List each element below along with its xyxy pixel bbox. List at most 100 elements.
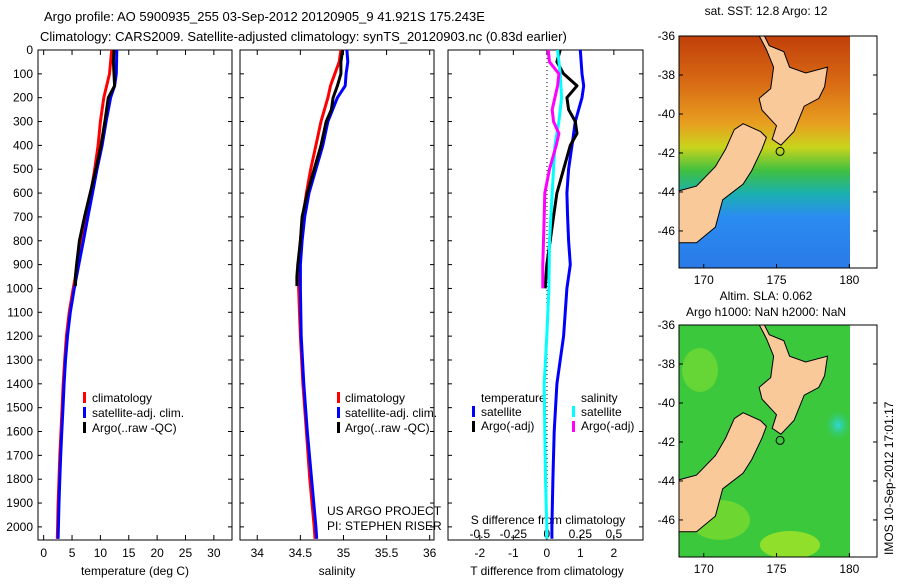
x-tick-label: 15: [122, 546, 136, 560]
x-tick-label: 25: [179, 546, 193, 560]
south-island: [679, 123, 767, 244]
depth-tick-label: 1900: [6, 496, 33, 510]
sst-map-frame: [678, 35, 878, 269]
x-tick-label: 10: [94, 546, 108, 560]
new-zealand-land: [679, 36, 829, 244]
salinity-xlabel: salinity: [319, 564, 356, 578]
series-line-argo-raw-qc: [295, 49, 345, 287]
series-line-s-satellite: [542, 49, 564, 539]
lat-tick-label: -44: [658, 185, 676, 199]
difference-panel: T difference from climatology S differen…: [447, 49, 644, 578]
legend-label-satellite: satellite-adj. clim.: [92, 406, 184, 420]
s-tick-label: 0.25: [569, 527, 593, 541]
north-island: [758, 36, 829, 146]
lat-tick-label: -40: [658, 107, 676, 121]
depth-tick-label: 1800: [6, 472, 33, 486]
depth-tick-label: 1100: [7, 305, 33, 319]
x-tick-label: 1: [577, 546, 584, 560]
lon-tick-label: 170: [694, 273, 714, 287]
sst-map-title: sat. SST: 12.8 Argo: 12: [705, 4, 828, 18]
lon-tick-label: 180: [839, 562, 859, 576]
series-line-climatology: [297, 49, 343, 539]
x-tick-label: 35: [337, 546, 351, 560]
lon-tick-label: 175: [767, 562, 787, 576]
series-line-satellite-adj-clim: [56, 49, 119, 539]
sla-patch: [824, 409, 850, 441]
salinity-axes-frame: [239, 49, 435, 541]
lat-tick-label: -36: [658, 318, 676, 332]
legend-label-climatology: climatology: [345, 391, 405, 405]
project-label: US ARGO PROJECT: [327, 504, 442, 518]
legend-label-climatology: climatology: [92, 391, 152, 405]
pi-label: PI: STEPHEN RISER: [327, 519, 442, 533]
legend-swatch-s-argo: [572, 421, 575, 432]
lat-tick-label: -38: [658, 68, 676, 82]
depth-tick-label: 1700: [6, 448, 33, 462]
x-tick-label: 34: [251, 546, 265, 560]
float-location-marker: [775, 146, 785, 156]
depth-tick-label: 700: [13, 210, 33, 224]
legend-label-s-argo: Argo(-adj): [581, 419, 634, 433]
sla-map-title: Altim. SLA: 0.062: [720, 289, 813, 303]
lat-tick-label: -46: [658, 513, 676, 527]
depth-tick-label: 1400: [6, 377, 33, 391]
lat-tick-label: -38: [658, 357, 676, 371]
x-tick-label: -2: [474, 546, 485, 560]
series-line-satellite-adj-clim: [298, 49, 350, 539]
depth-tick-label: 2000: [6, 520, 33, 534]
legend-label-t-satellite: satellite: [481, 405, 522, 419]
title-line-1: Argo profile: AO 5900935_255 03-Sep-2012…: [44, 9, 485, 24]
legend-swatch-argo: [337, 422, 340, 433]
depth-tick-label: 300: [13, 115, 33, 129]
legend-swatch-s-satellite: [572, 406, 575, 417]
sst-map: sat. SST: 12.8 Argo: 12 -36 -38 -40 -42 -44 -…: [658, 4, 878, 287]
south-island: [679, 412, 767, 533]
x-tick-label: 34.5: [289, 546, 313, 560]
x-tick-label: 2: [611, 546, 618, 560]
depth-tick-label: 500: [13, 162, 33, 176]
depth-tick-label: 1300: [6, 353, 33, 367]
depth-tick-label: 200: [13, 91, 33, 105]
legend-swatch-satellite: [337, 407, 340, 418]
legend-swatch-climatology: [337, 392, 340, 403]
temperature-panel: temperature (deg C) climatology satellit…: [6, 43, 233, 578]
lon-tick-label: 175: [767, 273, 787, 287]
depth-tick-label: 600: [13, 186, 33, 200]
legend-swatch-t-argo: [472, 421, 475, 432]
x-tick-label: 35.5: [375, 546, 399, 560]
x-tick-label: 0: [40, 546, 47, 560]
depth-tick-label: 1200: [6, 329, 33, 343]
legend-swatch-climatology: [83, 392, 86, 403]
legend-label-satellite: satellite-adj. clim.: [345, 406, 437, 420]
series-line-argo-raw-qc: [73, 49, 117, 287]
difference-axes-frame: [447, 49, 644, 541]
s-tick-label: -0.25: [500, 527, 528, 541]
legend-label-argo: Argo(..raw -QC): [92, 421, 177, 435]
x-tick-label: 30: [207, 546, 221, 560]
legend-label-argo: Argo(..raw -QC): [345, 421, 430, 435]
legend-swatch-argo: [83, 422, 86, 433]
difference-legend: temperature salinity satellite Argo(-adj…: [472, 391, 634, 433]
depth-tick-label: 100: [13, 67, 33, 81]
depth-tick-label: 900: [13, 258, 33, 272]
lat-tick-label: -40: [658, 396, 676, 410]
legend-label-s-satellite: satellite: [581, 405, 622, 419]
legend-swatch-t-satellite: [472, 406, 475, 417]
depth-tick-label: 800: [13, 234, 33, 248]
x-tick-label: 0: [543, 546, 550, 560]
sla-patch: [760, 531, 820, 557]
timestamp-label: IMOS 10-Sep-2012 17:01:17: [882, 401, 896, 555]
series-line-t-satellite: [550, 49, 586, 539]
lat-tick-label: -46: [658, 224, 676, 238]
depth-tick-label: 400: [13, 138, 33, 152]
lon-tick-label: 180: [839, 273, 859, 287]
temperature-xlabel: temperature (deg C): [81, 564, 189, 578]
s-tick-label: -0.5: [469, 527, 490, 541]
sla-map-subtitle: Argo h1000: NaN h2000: NaN: [686, 305, 846, 319]
depth-tick-label: 1000: [6, 281, 33, 295]
sla-map: Altim. SLA: 0.062 Argo h1000: NaN h2000:…: [658, 289, 878, 576]
depth-tick-label: 1500: [6, 401, 33, 415]
depth-tick-label: 1600: [6, 425, 33, 439]
x-tick-label: 5: [69, 546, 76, 560]
